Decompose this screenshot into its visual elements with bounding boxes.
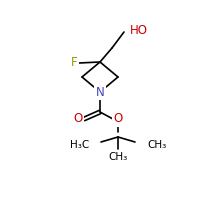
Text: CH₃: CH₃ xyxy=(147,140,166,150)
Text: CH₃: CH₃ xyxy=(108,152,128,162)
Text: O: O xyxy=(113,112,123,126)
Text: N: N xyxy=(96,86,104,98)
Text: HO: HO xyxy=(130,23,148,36)
Text: O: O xyxy=(73,112,83,126)
Text: F: F xyxy=(71,55,77,68)
Text: H₃C: H₃C xyxy=(70,140,89,150)
